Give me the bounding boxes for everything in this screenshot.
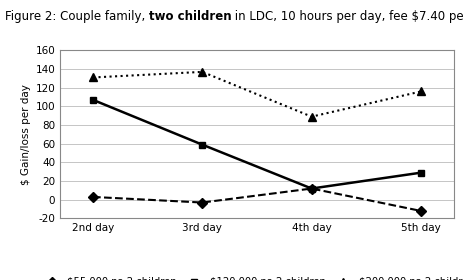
$200,000 pa 2 children [418, 90, 424, 93]
$200,000 pa 2 children [90, 76, 96, 79]
$120,000 pa 2 children [200, 143, 205, 146]
Text: Figure 2: Couple family,: Figure 2: Couple family, [5, 10, 149, 23]
Y-axis label: $ Gain/loss per day: $ Gain/loss per day [21, 84, 31, 185]
Text: two children: two children [149, 10, 231, 23]
$55,000 pa 2 children [90, 195, 96, 199]
$120,000 pa 2 children [309, 187, 314, 190]
Legend: $55,000 pa 2 children, $120,000 pa 2 children, $200,000 pa 2 children: $55,000 pa 2 children, $120,000 pa 2 chi… [39, 277, 463, 280]
$120,000 pa 2 children [418, 171, 424, 174]
Line: $120,000 pa 2 children: $120,000 pa 2 children [89, 96, 425, 192]
$55,000 pa 2 children [418, 209, 424, 213]
$55,000 pa 2 children [200, 201, 205, 204]
$55,000 pa 2 children [309, 187, 314, 190]
Line: $55,000 pa 2 children: $55,000 pa 2 children [89, 185, 425, 214]
Text: in LDC, 10 hours per day, fee $7.40 per hour: in LDC, 10 hours per day, fee $7.40 per … [231, 10, 463, 23]
Line: $200,000 pa 2 children: $200,000 pa 2 children [89, 68, 425, 121]
$200,000 pa 2 children [200, 70, 205, 74]
$120,000 pa 2 children [90, 98, 96, 102]
$200,000 pa 2 children [309, 115, 314, 118]
